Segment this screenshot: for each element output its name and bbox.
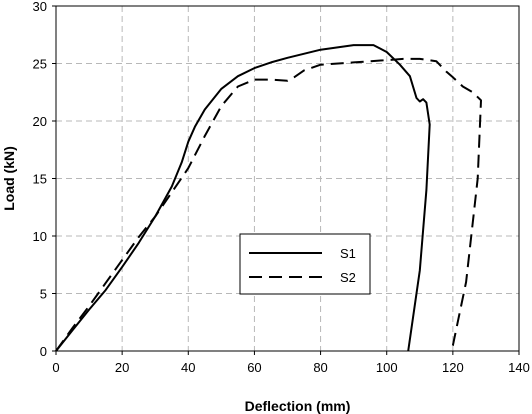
legend-label-s2: S2 <box>340 270 356 285</box>
y-tick-label: 25 <box>33 57 47 72</box>
y-tick-label: 0 <box>40 344 47 359</box>
y-axis-title: Load (kN) <box>1 146 17 211</box>
x-tick-label: 40 <box>181 360 195 375</box>
y-tick-label: 10 <box>33 229 47 244</box>
x-tick-label: 60 <box>247 360 261 375</box>
x-tick-label: 140 <box>508 360 530 375</box>
x-axis-title: Deflection (mm) <box>245 398 351 414</box>
legend-box <box>239 233 371 295</box>
y-tick-label: 20 <box>33 114 47 129</box>
y-tick-label: 15 <box>33 172 47 187</box>
series-line-s2 <box>55 57 482 352</box>
y-tick-label: 5 <box>40 287 47 302</box>
axis-ticks: 0 20 40 60 80 100 120 140 0 5 10 15 20 25 30 <box>33 0 530 375</box>
series-group <box>55 44 482 352</box>
legend-label-s1: S1 <box>340 246 356 261</box>
x-tick-label: 20 <box>115 360 129 375</box>
x-tick-label: 80 <box>313 360 327 375</box>
legend: S1 S2 <box>239 233 371 295</box>
x-tick-label: 120 <box>442 360 464 375</box>
x-tick-label: 0 <box>52 360 59 375</box>
x-tick-label: 100 <box>376 360 398 375</box>
y-tick-label: 30 <box>33 0 47 14</box>
series-line-s1 <box>55 44 431 352</box>
